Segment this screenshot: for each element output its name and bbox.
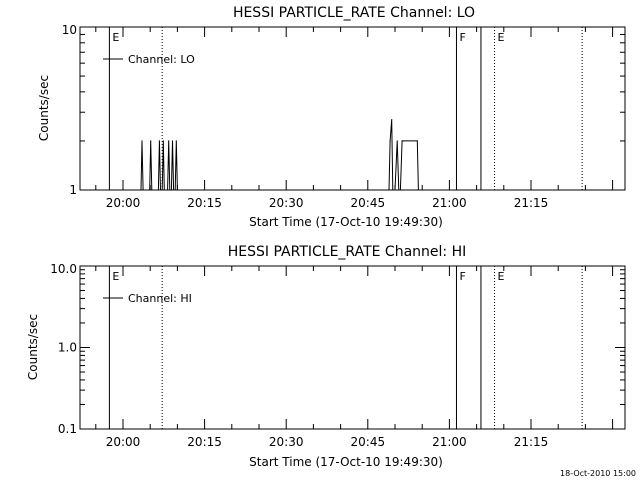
data-point bbox=[168, 140, 170, 142]
y-tick-label: 10.0 bbox=[50, 262, 77, 276]
x-tick-label: 21:00 bbox=[432, 196, 467, 210]
legend: Channel: LO bbox=[103, 53, 195, 66]
data-point bbox=[391, 119, 393, 121]
footer-timestamp: 18-Oct-2010 15:00 bbox=[560, 469, 636, 478]
x-axis-label: Start Time (17-Oct-10 19:49:30) bbox=[249, 215, 443, 229]
x-axis-label: Start Time (17-Oct-10 19:49:30) bbox=[249, 455, 443, 469]
data-point bbox=[162, 140, 164, 142]
data-point bbox=[403, 140, 405, 142]
data-point bbox=[416, 140, 418, 142]
x-tick-label: 20:45 bbox=[351, 435, 386, 449]
event-label: F bbox=[459, 31, 465, 44]
x-tick-label: 21:15 bbox=[514, 196, 549, 210]
y-tick-label: 1 bbox=[69, 183, 77, 197]
x-tick-label: 20:30 bbox=[269, 196, 304, 210]
event-label: F bbox=[459, 270, 465, 283]
y-tick-label: 1.0 bbox=[58, 341, 77, 355]
y-tick-label: 0.1 bbox=[58, 422, 77, 436]
legend-label: Channel: HI bbox=[128, 292, 192, 305]
x-tick-label: 20:00 bbox=[106, 196, 141, 210]
data-point bbox=[175, 140, 177, 142]
legend-label: Channel: LO bbox=[128, 53, 195, 66]
chart-panel-hi: HESSI PARTICLE_RATE Channel: HI Counts/s… bbox=[26, 244, 626, 469]
y-tick-label: 10 bbox=[62, 23, 77, 37]
data-point bbox=[401, 140, 403, 142]
event-label: E bbox=[498, 270, 505, 283]
data-point bbox=[141, 140, 143, 142]
x-tick-label: 20:15 bbox=[187, 196, 222, 210]
legend: Channel: HI bbox=[103, 292, 192, 305]
x-tick-label: 20:30 bbox=[269, 435, 304, 449]
chart-title: HESSI PARTICLE_RATE Channel: HI bbox=[228, 244, 466, 260]
event-label: E bbox=[112, 270, 119, 283]
data-point bbox=[158, 140, 161, 142]
y-axis-label: Counts/sec bbox=[37, 75, 51, 141]
data-point bbox=[171, 140, 174, 142]
x-tick-label: 20:15 bbox=[187, 435, 222, 449]
event-label: E bbox=[112, 31, 119, 44]
x-tick-label: 20:45 bbox=[351, 196, 386, 210]
data-point bbox=[389, 140, 391, 142]
chart-panel-lo: HESSI PARTICLE_RATE Channel: LO Counts/s… bbox=[37, 5, 626, 229]
data-point bbox=[396, 140, 398, 142]
x-tick-label: 20:00 bbox=[106, 435, 141, 449]
chart-title: HESSI PARTICLE_RATE Channel: LO bbox=[233, 5, 475, 21]
x-tick-label: 21:00 bbox=[432, 435, 467, 449]
data-point bbox=[150, 140, 152, 142]
y-axis-label: Counts/sec bbox=[26, 314, 40, 380]
event-label: E bbox=[498, 31, 505, 44]
x-tick-label: 21:15 bbox=[514, 435, 549, 449]
